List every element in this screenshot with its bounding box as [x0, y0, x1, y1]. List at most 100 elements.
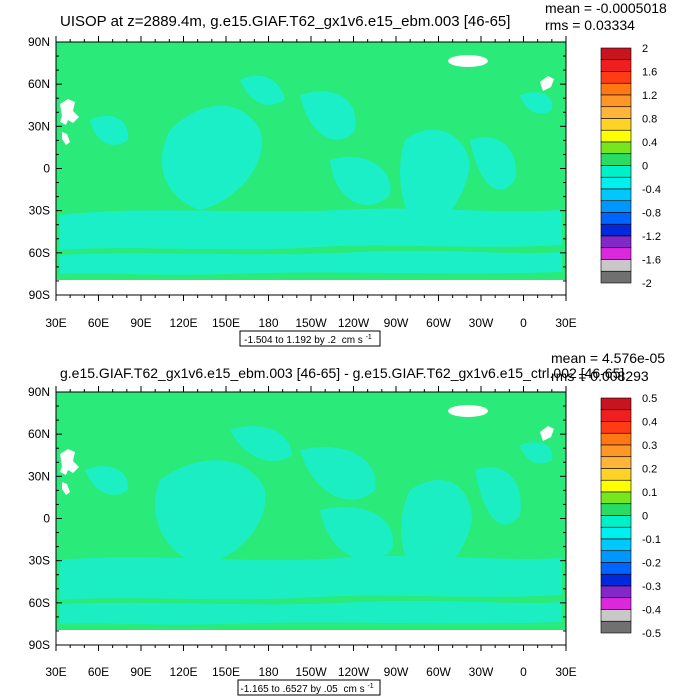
colorbar-swatch [600, 82, 632, 96]
colorbar-swatch [600, 200, 632, 213]
colorbar-swatch [600, 118, 632, 131]
y-tick-label: 30S [29, 204, 50, 218]
panel-1-range-box: -1.504 to 1.192 by .2 cm s -1 [239, 330, 381, 347]
colorbar-swatch [600, 515, 632, 528]
x-tick-label: 150W [295, 316, 327, 330]
panel-2-missing-band [56, 630, 566, 645]
x-tick-label: 90W [384, 665, 409, 679]
panel-1-y-axis: 90N 60N 30N 0 30S 60S 90S [28, 35, 566, 302]
y-tick-label: 30S [29, 554, 50, 568]
panel-2-missing-hudson [60, 449, 79, 475]
x-tick-label: 30W [469, 316, 494, 330]
x-tick-label: 90E [130, 316, 151, 330]
colorbar-label: 0 [642, 161, 648, 173]
colorbar-label: -0.4 [642, 605, 661, 617]
panel-2-anomaly-patches [60, 426, 562, 625]
panel-1-colorbar: 2 1.6 1.2 0.8 0.4 0 -0.4 -0.8 -1.2 -1.6 -2 [600, 43, 661, 290]
colorbar-label: 2 [642, 43, 648, 55]
x-tick-label: 180 [258, 665, 278, 679]
colorbar-swatch [600, 409, 632, 422]
colorbar-label: -0.3 [642, 581, 661, 593]
y-tick-label: 0 [43, 162, 50, 176]
colorbar-swatch [600, 247, 632, 260]
colorbar-swatch [600, 562, 632, 575]
colorbar-label: 1.6 [642, 67, 657, 79]
panel-2-range-units-exp: -1 [367, 683, 373, 690]
colorbar-swatch [600, 47, 632, 61]
colorbar-label: 0.5 [642, 393, 657, 405]
colorbar-label: -0.8 [642, 208, 661, 220]
colorbar-swatch [600, 259, 632, 272]
colorbar-label: -1.2 [642, 231, 661, 243]
colorbar-swatch [600, 59, 632, 72]
panel-2-range-box: -1.165 to .6527 by .05 cm s -1 [237, 679, 381, 696]
x-tick-label: 0 [520, 316, 527, 330]
colorbar-swatch [600, 550, 632, 563]
colorbar-swatch [600, 444, 632, 458]
x-tick-label: 180 [258, 316, 278, 330]
panel-2-missing-ellesmere [540, 426, 554, 441]
svg-text:-1.165 to .6527 by .05: -1.165 to .6527 by .05 cm s -1 [240, 683, 373, 695]
colorbar-swatch [600, 609, 632, 622]
panel-1-title: UISOP at z=2889.4m, g.e15.GIAF.T62_gx1v6… [60, 13, 510, 30]
x-tick-label: 60W [426, 665, 451, 679]
x-tick-label: 150E [212, 665, 240, 679]
x-tick-label: 150E [212, 316, 240, 330]
x-tick-label: 30E [555, 665, 576, 679]
colorbar-label: -1.6 [642, 255, 661, 267]
colorbar-label: 0.3 [642, 440, 657, 452]
colorbar-swatch [600, 526, 632, 540]
panel-2-title: g.e15.GIAF.T62_gx1v6.e15_ebm.003 [46-65]… [60, 365, 624, 381]
colorbar-swatch [600, 456, 632, 469]
colorbar-label: 0 [642, 511, 648, 523]
colorbar-label: -0.5 [642, 628, 661, 640]
panel-1-missing-hudson-2 [62, 132, 70, 145]
colorbar-swatch [600, 421, 632, 434]
x-tick-label: 150W [295, 665, 327, 679]
colorbar-label: 1.2 [642, 90, 657, 102]
y-tick-label: 90N [28, 35, 50, 49]
panel-2-missing-hudson-2 [62, 482, 70, 495]
panel-2-missing-greenland [448, 405, 488, 417]
y-tick-label: 60N [28, 77, 50, 91]
panel-1-map [55, 41, 567, 296]
panel-2-x-axis: 30E 60E 90E 120E 150E 180 150W 120W 90W 60W 30W 0 30… [45, 386, 577, 679]
colorbar-label: 0.4 [642, 417, 657, 429]
colorbar-swatch [600, 538, 632, 552]
y-tick-label: 0 [43, 512, 50, 526]
colorbar-swatch [600, 397, 632, 411]
panel-2: g.e15.GIAF.T62_gx1v6.e15_ebm.003 [46-65]… [28, 350, 665, 696]
y-tick-label: 30N [28, 119, 50, 133]
colorbar-swatch [600, 188, 632, 202]
colorbar-label: 0.8 [642, 114, 657, 126]
panel-1-missing-hudson [60, 99, 79, 125]
colorbar-label: -0.4 [642, 184, 661, 196]
panel-1-anomaly-patches [60, 75, 562, 275]
x-tick-label: 30E [45, 665, 66, 679]
colorbar-swatch [600, 106, 632, 119]
colorbar-swatch [600, 235, 632, 249]
panel-1-missing-greenland [448, 55, 488, 67]
svg-text:-1.504 to 1.192 by .2: -1.504 to 1.192 by .2 cm s -1 [244, 334, 372, 346]
y-tick-label: 90N [28, 385, 50, 399]
x-tick-label: 120E [169, 665, 197, 679]
y-tick-label: 30N [28, 469, 50, 483]
x-tick-label: 30E [45, 316, 66, 330]
colorbar-swatch [600, 153, 632, 166]
panel-2-colorbar: 0.5 0.4 0.3 0.2 0.1 0 -0.1 -0.2 -0.3 -0.4 -0.5 [600, 393, 661, 640]
panel-2-y-axis: 90N 60N 30N 0 30S 60S 90S [28, 385, 566, 652]
colorbar-swatch [600, 270, 632, 284]
colorbar-swatch [600, 597, 632, 610]
colorbar-swatch [600, 94, 632, 108]
y-tick-label: 60S [29, 246, 50, 260]
y-tick-label: 90S [29, 288, 50, 302]
panel-2-range-text: -1.165 to .6527 by .05 [240, 684, 338, 695]
colorbar-swatch [600, 585, 632, 599]
x-tick-label: 30E [555, 316, 576, 330]
x-tick-label: 60E [88, 665, 109, 679]
colorbar-swatch [600, 468, 632, 481]
x-tick-label: 90W [384, 316, 409, 330]
colorbar-label: 0.1 [642, 487, 657, 499]
x-tick-label: 0 [520, 665, 527, 679]
